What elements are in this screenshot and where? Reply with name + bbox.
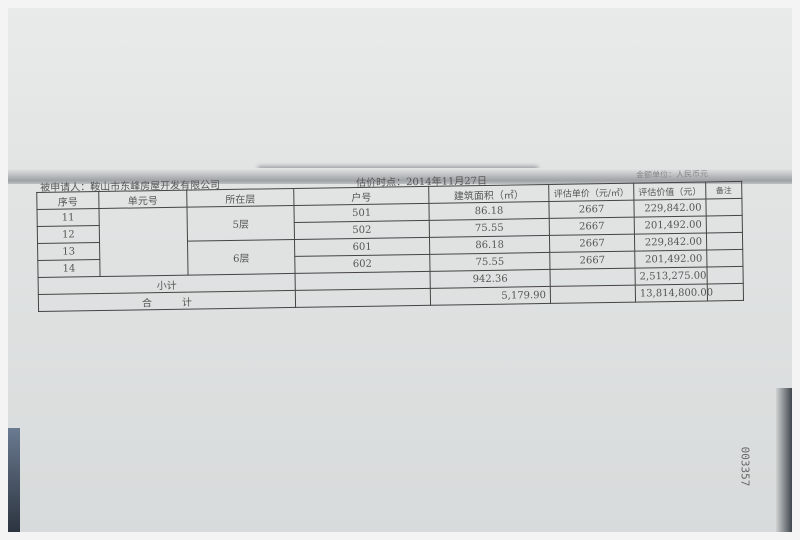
cell-value: 201,492.00 (634, 249, 707, 269)
current-page (8, 184, 792, 532)
cell-value: 229,842.00 (634, 232, 707, 252)
cell-price: 2667 (549, 251, 635, 270)
cell-floor: 5层 (186, 205, 295, 242)
total-area: 5,179.90 (430, 286, 551, 306)
document-photo (8, 8, 792, 532)
cell-price: 2667 (548, 200, 635, 219)
subtotal-value: 2,513,275.00 (634, 266, 708, 286)
subtotal-area: 942.36 (430, 269, 551, 289)
page-number: 003357 (738, 446, 752, 487)
cell-no: 11 (36, 208, 100, 227)
total-label: 合 计 (38, 290, 296, 312)
valuation-table: 序号 单元号 所在层 户号 建筑面积（㎡） 评估单价（元/㎡） 评估价值（元） … (36, 181, 744, 312)
previous-page (8, 8, 792, 176)
header-cell: 序号 (36, 191, 99, 210)
background-edge-right (776, 388, 792, 532)
cell-area: 86.18 (428, 201, 550, 221)
cell-floor: 6层 (187, 239, 296, 276)
cell-price: 2667 (549, 234, 635, 253)
cell-room: 502 (294, 220, 430, 240)
cell-area: 86.18 (429, 235, 550, 255)
background-edge (8, 428, 20, 532)
cell-remark (706, 249, 743, 267)
cell-value: 201,492.00 (634, 215, 707, 235)
header-cell: 评估单价（元/㎡） (548, 183, 634, 202)
respondent: 被申请人：鞍山市东峰房屋开发有限公司 (40, 180, 221, 194)
cell-room (295, 288, 431, 308)
valuation-table-sheet: 被申请人：鞍山市东峰房屋开发有限公司 估价时点：2014年11月27日 金额单位… (36, 167, 748, 312)
cell-value: 229,842.00 (633, 198, 707, 218)
header-cell: 备注 (705, 181, 742, 199)
cell-remark (706, 232, 743, 250)
currency-unit: 金额单位：人民币元 (635, 169, 709, 180)
cell-remark (706, 266, 744, 284)
valuation-date: 估价时点：2014年11月27日 (356, 175, 488, 189)
cell-no: 14 (37, 259, 101, 278)
cell-room: 501 (293, 203, 430, 223)
cell-room: 602 (294, 254, 431, 274)
cell-unit (98, 207, 189, 277)
cell-price (550, 285, 636, 304)
header-cell: 单元号 (98, 190, 187, 209)
cell-room: 601 (294, 237, 430, 257)
cell-remark (705, 198, 743, 216)
cell-area: 75.55 (429, 252, 550, 272)
cell-price (549, 268, 636, 287)
total-value: 13,814,800.00 (635, 283, 713, 303)
cell-remark (706, 215, 743, 233)
cell-area: 75.55 (429, 218, 550, 238)
header-cell: 评估价值（元） (633, 181, 706, 201)
page-fold (8, 168, 792, 186)
cell-no: 12 (37, 225, 100, 244)
cell-price: 2667 (549, 217, 635, 236)
cell-no: 13 (37, 242, 100, 261)
header-cell: 户号 (293, 186, 429, 206)
cell-room (295, 271, 431, 291)
